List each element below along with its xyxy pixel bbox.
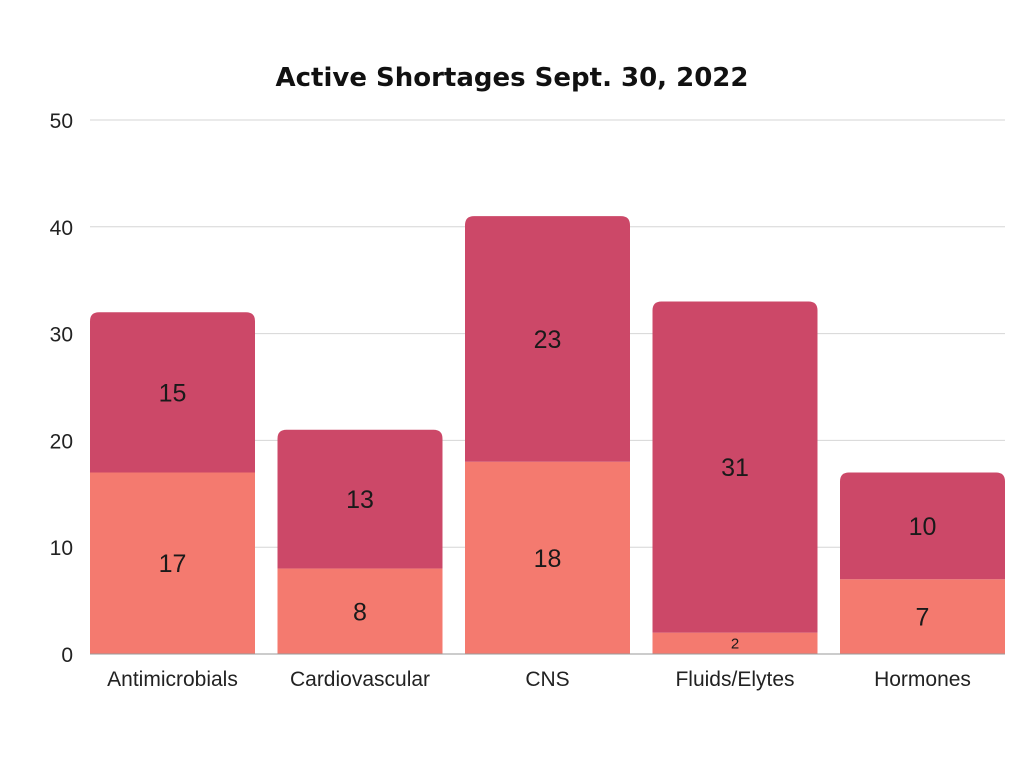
x-tick-label: Hormones: [874, 668, 971, 691]
chart-title: Active Shortages Sept. 30, 2022: [276, 63, 749, 93]
x-tick-label: CNS: [525, 668, 569, 691]
data-label: 18: [534, 545, 562, 573]
y-tick-label: 0: [61, 644, 73, 667]
bar-segment-upper: [277, 429, 443, 569]
axis-layer: 0 10 20 30 40 50 Antimicrobials Cardiovascular C…: [50, 110, 1005, 691]
data-label: 10: [909, 513, 937, 541]
data-label: 15: [159, 379, 187, 407]
y-tick-label: 50: [50, 110, 73, 133]
data-label: 2: [731, 635, 739, 652]
bar-segment-upper: [90, 312, 255, 473]
data-label: 13: [346, 486, 374, 514]
data-label: 17: [159, 550, 187, 578]
y-tick-label: 10: [50, 537, 73, 560]
bar-segment-lower: [277, 568, 443, 654]
data-label: 7: [916, 604, 930, 632]
labels-layer: 17 15 8 13 18 23 2 31 7 10: [159, 326, 937, 652]
x-tick-label: Fluids/Elytes: [675, 668, 794, 691]
data-label: 8: [353, 598, 367, 626]
bar-segment-lower: [652, 632, 818, 654]
bar-segment-lower: [90, 472, 255, 654]
y-tick-label: 20: [50, 430, 73, 453]
x-tick-label: Antimicrobials: [107, 668, 238, 691]
bars-layer: [90, 216, 1005, 654]
bar-segment-lower: [465, 461, 630, 654]
x-tick-label: Cardiovascular: [290, 668, 430, 691]
bar-segment-upper: [840, 472, 1005, 580]
y-tick-label: 40: [50, 217, 73, 240]
data-label: 31: [721, 454, 749, 482]
bar-segment-upper: [652, 301, 818, 633]
bar-segment-lower: [840, 579, 1005, 654]
bar-segment-upper: [465, 216, 630, 462]
y-tick-label: 30: [50, 324, 73, 347]
data-label: 23: [534, 326, 562, 354]
